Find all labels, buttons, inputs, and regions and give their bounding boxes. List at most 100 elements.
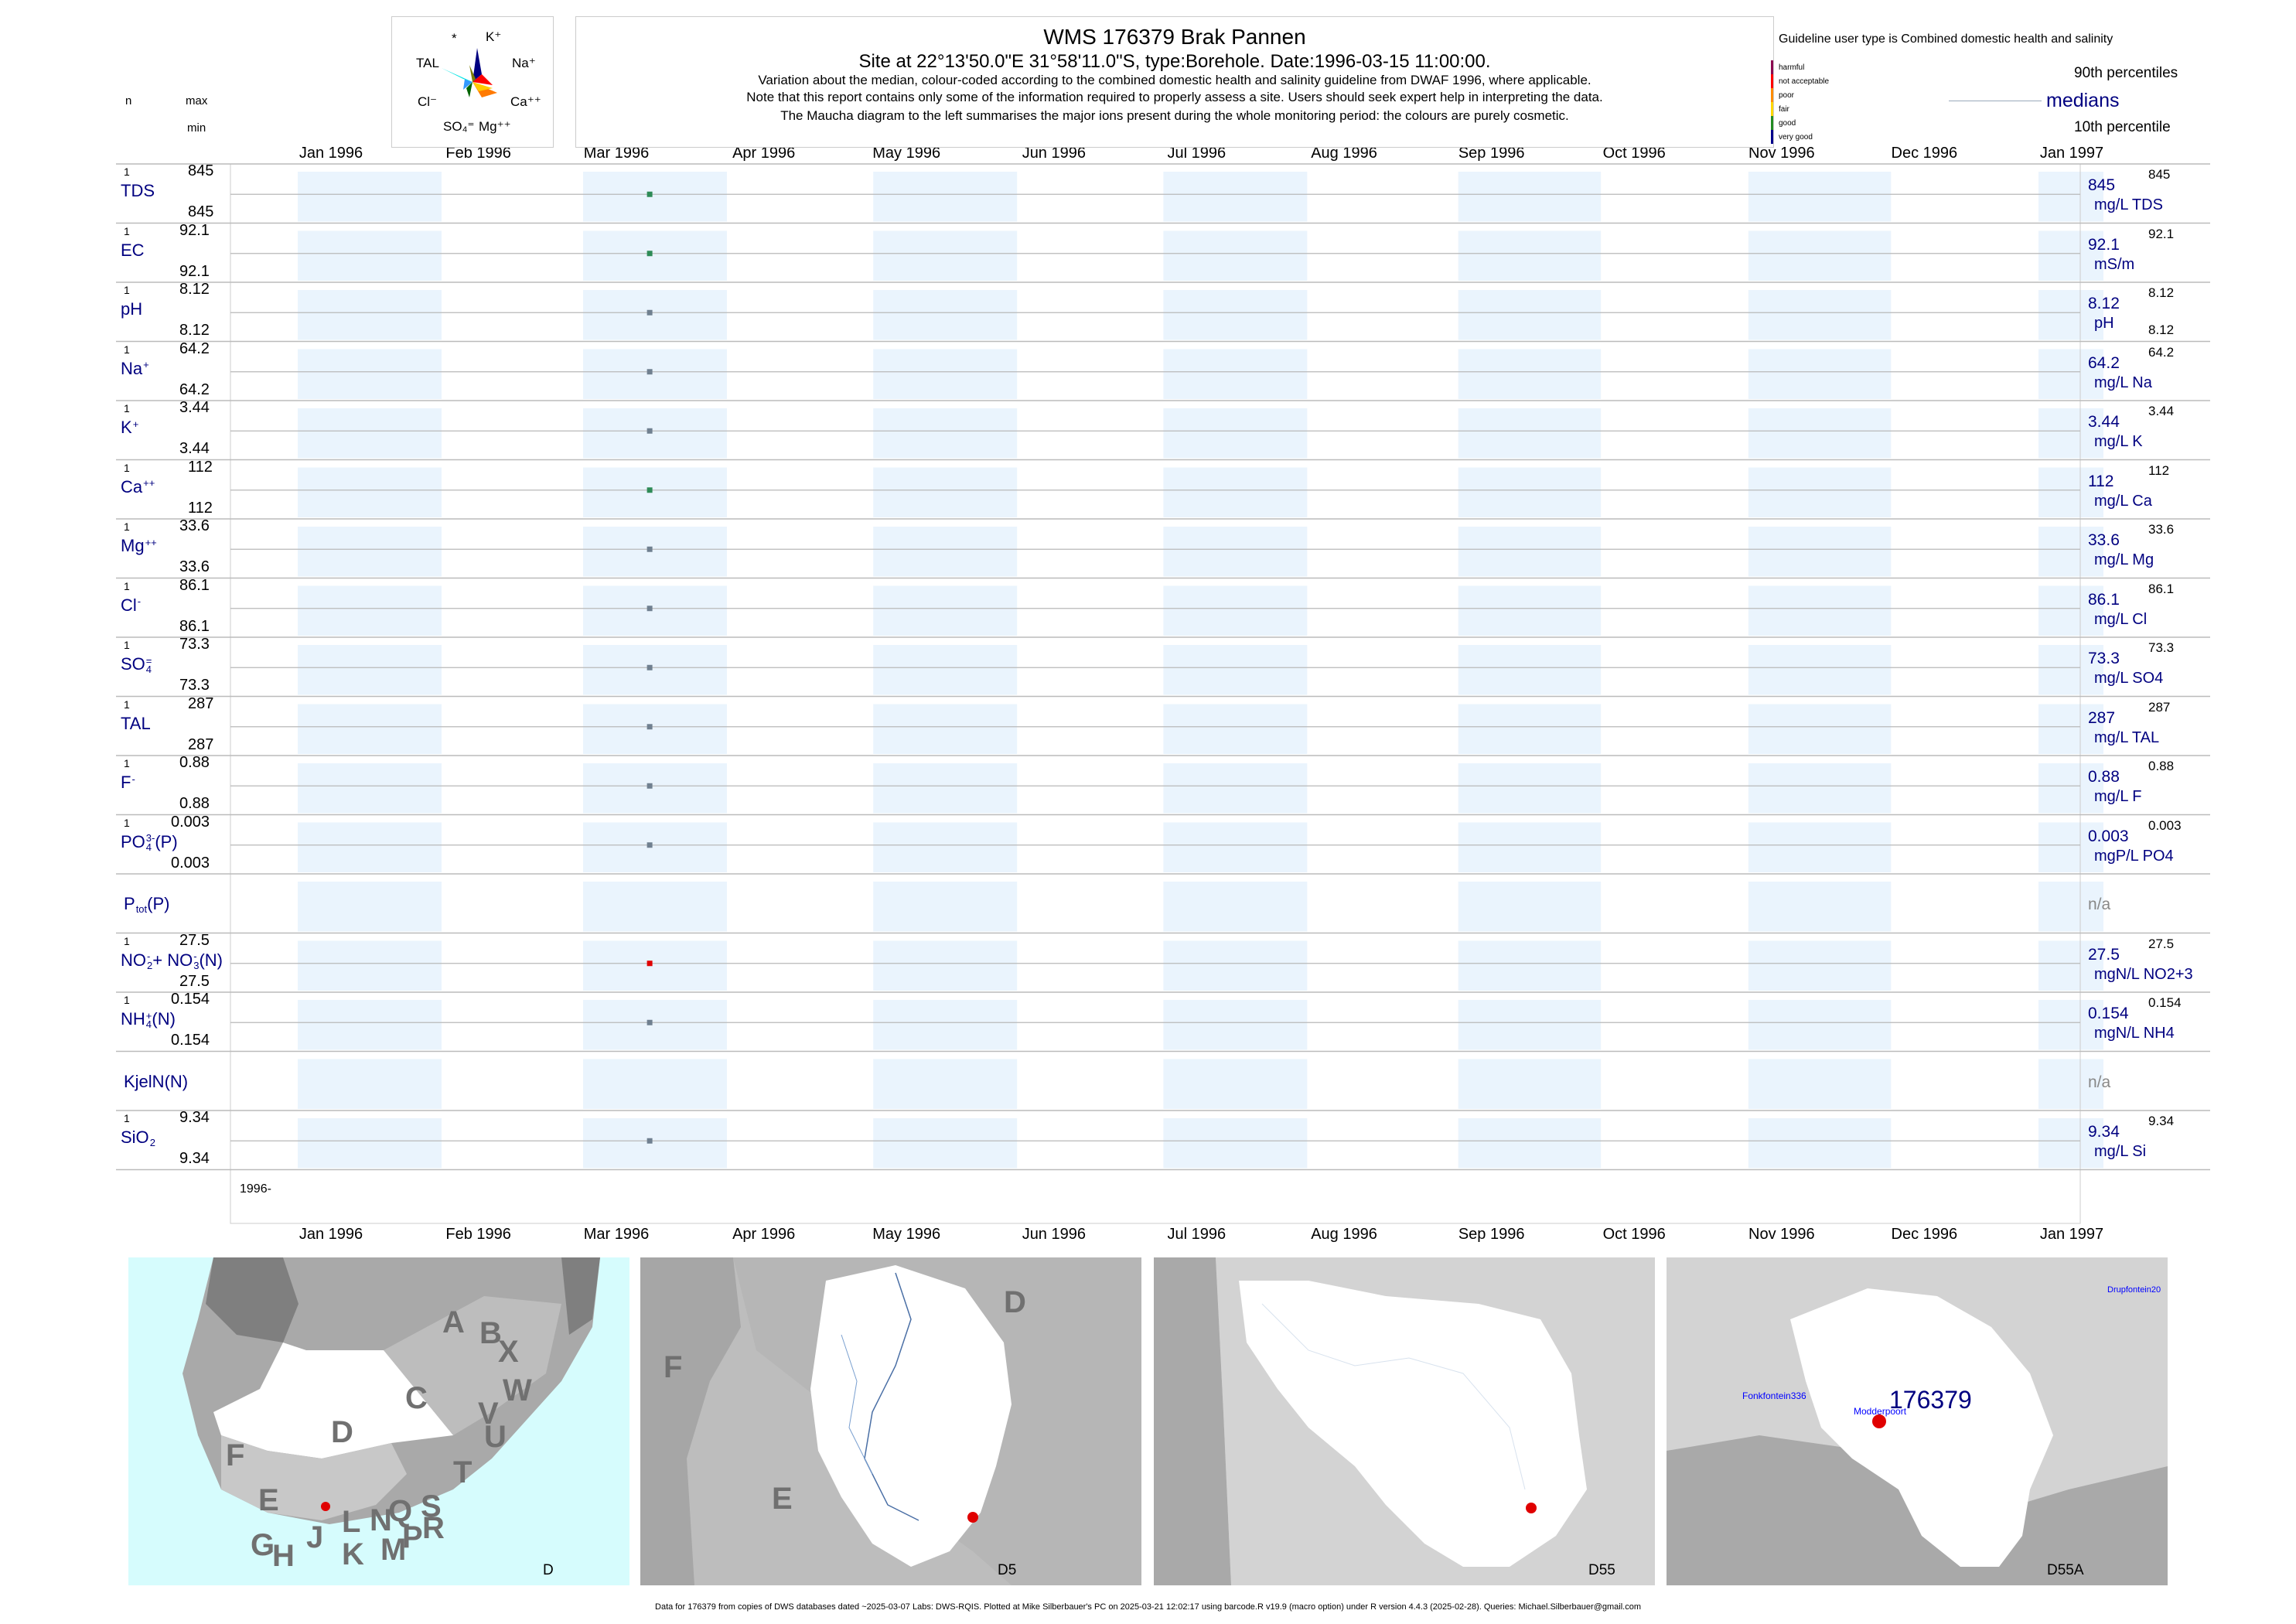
row-median: 27.5	[2088, 945, 2120, 964]
month-shade	[583, 1059, 728, 1109]
data-point-sio	[646, 1138, 653, 1144]
month-shade	[298, 467, 442, 517]
row-max: 112	[188, 458, 213, 476]
row-max: 33.6	[179, 517, 210, 534]
month-shade	[1163, 763, 1308, 814]
row-min: 9.34	[179, 1150, 210, 1167]
map-region-w: W	[503, 1373, 532, 1407]
month-shade	[2038, 882, 2103, 932]
header-box: WMS 176379 Brak Pannen Site at 22°13'50.…	[575, 16, 1774, 148]
maucha-label-cl: Cl⁻	[418, 94, 438, 109]
month-shade	[873, 940, 1018, 991]
month-shade	[1458, 1059, 1602, 1109]
place-fonkfontein: Fonkfontein336	[1742, 1390, 1806, 1401]
month-shade	[1748, 172, 1892, 222]
row-min: 33.6	[179, 558, 210, 575]
month-tick-bottom: Jan 1996	[299, 1226, 363, 1243]
row-median: 92.1	[2088, 235, 2120, 254]
row-median: 73.3	[2088, 650, 2120, 667]
month-shade	[1458, 763, 1602, 814]
data-point-tds	[646, 191, 653, 197]
month-shade	[298, 408, 442, 459]
maucha-diagram	[442, 48, 497, 97]
month-shade	[583, 1000, 728, 1050]
row-p90: 9.34	[2148, 1114, 2175, 1128]
row-unit: mg/L Mg	[2094, 551, 2154, 568]
legend-swatch	[1771, 130, 1773, 144]
month-shade	[1748, 763, 1892, 814]
param-name-mg: Mg ++	[121, 536, 157, 555]
row-unit: mgN/L NO2+3	[2094, 965, 2193, 983]
param-name-ca: Ca ++	[121, 476, 155, 496]
param-name-ec: EC	[121, 240, 145, 260]
row-median: 287	[2088, 708, 2116, 727]
map-code-d5: D5	[998, 1562, 1017, 1578]
maucha-tal	[442, 68, 473, 82]
month-shade	[1163, 1118, 1308, 1169]
month-shade	[1163, 527, 1308, 577]
month-shade	[2038, 1059, 2103, 1109]
row-n: 1	[124, 639, 130, 651]
month-shade	[1748, 467, 1892, 517]
month-shade	[873, 230, 1018, 281]
month-tick-bottom: Aug 1996	[1311, 1226, 1377, 1243]
maucha-star	[469, 65, 476, 82]
month-shade	[1458, 349, 1602, 399]
month-shade	[1748, 349, 1892, 399]
month-shade	[1458, 230, 1602, 281]
row-median: 3.44	[2088, 413, 2120, 431]
month-shade	[1458, 882, 1602, 932]
param-name-tds: TDS	[121, 181, 155, 200]
map-region-v: V	[478, 1397, 499, 1431]
month-shade	[298, 172, 442, 222]
row-median: 0.154	[2088, 1005, 2129, 1022]
month-shade	[583, 704, 728, 754]
data-point-mg	[646, 546, 653, 552]
month-tick-bottom: Sep 1996	[1458, 1226, 1525, 1243]
month-shade	[1458, 704, 1602, 754]
month-shade	[873, 882, 1018, 932]
row-unit: mS/m	[2094, 255, 2135, 273]
month-shade	[2038, 645, 2103, 695]
month-tick-top: Dec 1996	[1892, 145, 1958, 162]
legend-swatch	[1771, 88, 1773, 102]
row-min: 86.1	[179, 617, 210, 635]
row-min: 287	[188, 735, 214, 753]
param-name-so: SO = 4	[121, 654, 152, 676]
month-shade	[298, 1118, 442, 1169]
site-label: 176379	[1889, 1386, 1972, 1414]
month-shade	[873, 1118, 1018, 1169]
row-median: 33.6	[2088, 531, 2120, 549]
month-shade	[873, 822, 1018, 872]
month-shade	[1748, 408, 1892, 459]
row-n: 1	[124, 343, 130, 356]
row-median-na: n/a	[2088, 896, 2111, 913]
map-d55-graphic	[1154, 1257, 1655, 1585]
month-tick-bottom: Nov 1996	[1748, 1226, 1815, 1243]
map-code-d: D	[543, 1562, 554, 1578]
column-header-n: n	[125, 94, 132, 107]
row-n: 1	[124, 579, 130, 592]
month-shade	[2038, 172, 2103, 222]
legend-class-label: not acceptable	[1779, 77, 1830, 86]
data-point-tal	[646, 724, 653, 730]
row-n: 1	[124, 757, 130, 769]
map-d55a: 176379 Fonkfontein336 Modderpoort Drupfo…	[1667, 1257, 2168, 1585]
month-shade	[1748, 822, 1892, 872]
row-p90: 86.1	[2148, 581, 2175, 596]
row-min: 0.154	[171, 1032, 210, 1049]
row-max: 92.1	[179, 221, 210, 239]
month-shade	[1163, 172, 1308, 222]
month-shade	[873, 704, 1018, 754]
data-point-po	[646, 842, 653, 848]
month-tick-top: Feb 1996	[445, 145, 511, 162]
month-shade	[1458, 1000, 1602, 1050]
row-p90: 3.44	[2148, 404, 2175, 418]
month-shade	[1748, 882, 1892, 932]
row-unit: mg/L SO4	[2094, 670, 2164, 687]
month-tick-top: Jan 1997	[2040, 145, 2103, 162]
row-median: 8.12	[2088, 295, 2120, 312]
row-max: 3.44	[179, 399, 210, 416]
row-max: 64.2	[179, 339, 210, 357]
legend-swatch	[1771, 60, 1773, 74]
